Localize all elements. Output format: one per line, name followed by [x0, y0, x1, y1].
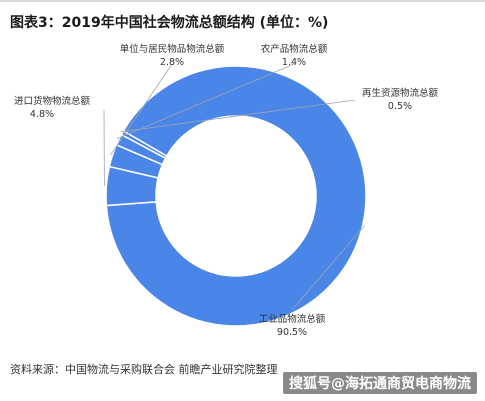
slice-industrial [105, 65, 367, 327]
leader-line-agri [116, 63, 295, 140]
chart-title: 图表3：2019年中国社会物流总额结构 (单位：%) [10, 15, 329, 31]
slice-renewable [120, 129, 168, 160]
watermark: 搜狐号@海拓通商贸电商物流 [283, 372, 477, 394]
slice-value-unit-resident: 2.8% [160, 57, 184, 68]
slice-label-import: 进口货物物流总额 [14, 95, 91, 107]
slice-label-agri: 农产品物流总额 [261, 43, 328, 55]
top-rule [0, 0, 485, 2]
slice-label-unit-resident: 单位与居民物品物流总额 [120, 43, 225, 55]
slice-label-renewable: 再生资源物流总额 [362, 87, 439, 99]
slice-label-industrial: 工业品物流总额 [259, 313, 326, 325]
slice-value-industrial: 90.5% [277, 327, 307, 338]
slice-value-agri: 1.4% [282, 57, 306, 68]
leader-line-industrial [291, 225, 365, 311]
leader-line-unit-resident [110, 63, 173, 156]
leader-line-renewable [120, 99, 356, 133]
source-note: 资料来源：中国物流与采购联合会 前瞻产业研究院整理 [10, 363, 278, 376]
slice-value-renewable: 0.5% [388, 101, 412, 112]
slice-value-import: 4.8% [30, 109, 54, 120]
